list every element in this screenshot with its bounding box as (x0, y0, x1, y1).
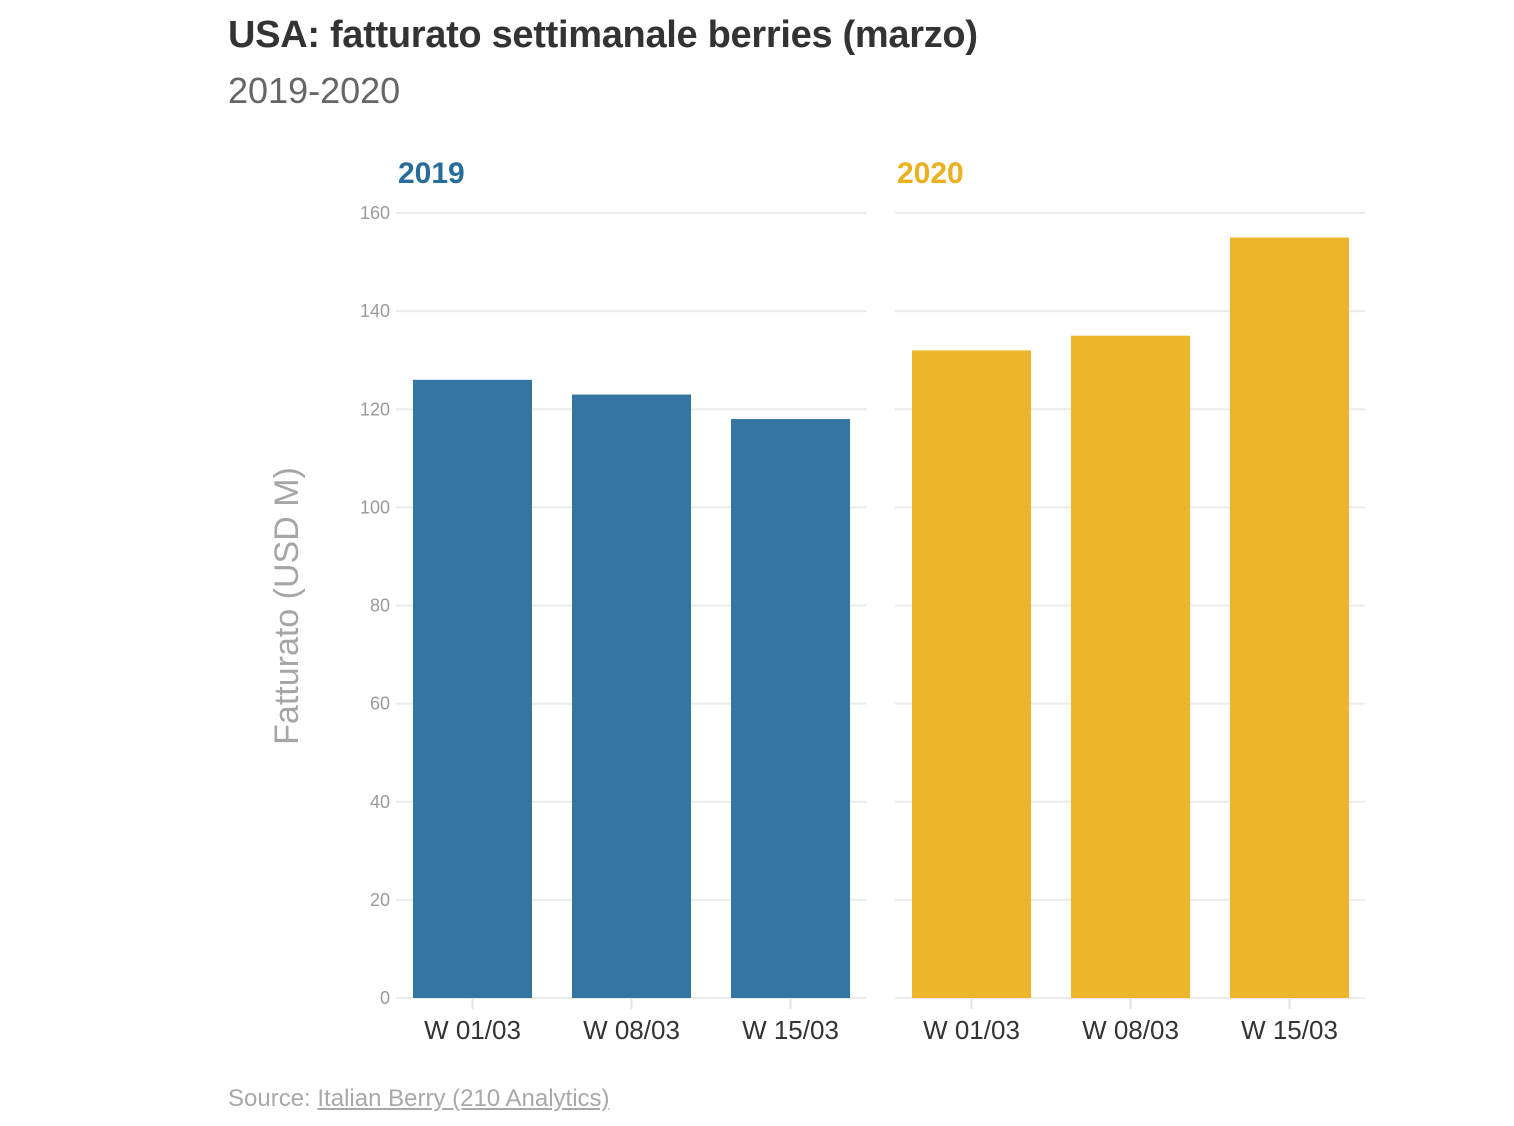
bar[interactable] (572, 394, 691, 998)
x-tick-label: W 01/03 (424, 1015, 521, 1045)
facet-panels: 0 20 40 60 80 100 120 140 160 2019 W 01/03 W 08/03 W… (360, 157, 1365, 1045)
x-tick-label: W 08/03 (583, 1015, 680, 1045)
source-note: Source: Italian Berry (210 Analytics) (228, 1085, 610, 1113)
panel-2019: 2019 W 01/03 W 08/03 W 15/03 (396, 157, 866, 1045)
bar[interactable] (1071, 335, 1190, 998)
x-tick-label: W 08/03 (1082, 1015, 1179, 1045)
y-tick-label: 0 (380, 988, 390, 1008)
bar[interactable] (413, 379, 532, 998)
y-axis-title-group: Fatturato (USD M) (268, 467, 306, 745)
bar[interactable] (731, 419, 850, 998)
chart-subtitle: 2019-2020 (228, 70, 401, 111)
y-tick-label: 160 (360, 203, 390, 223)
y-tick-label: 80 (370, 596, 390, 616)
x-tick-label: W 15/03 (1241, 1015, 1338, 1045)
y-tick-label: 60 (370, 694, 390, 714)
y-tick-label: 20 (370, 890, 390, 910)
y-tick-label: 120 (360, 399, 390, 419)
panel-2020: 2020 W 01/03 W 08/03 W 15/03 (895, 157, 1365, 1045)
panel-title: 2019 (398, 157, 465, 190)
bar[interactable] (1230, 237, 1349, 998)
y-axis-title: Fatturato (USD M) (268, 467, 306, 745)
source-link[interactable]: Italian Berry (210 Analytics) (317, 1085, 610, 1112)
y-tick-label: 140 (360, 301, 390, 321)
y-tick-label: 100 (360, 497, 390, 517)
y-tick-label: 40 (370, 792, 390, 812)
x-tick-label: W 15/03 (742, 1015, 839, 1045)
x-tick-label: W 01/03 (923, 1015, 1020, 1045)
panel-title: 2020 (897, 157, 964, 190)
source-prefix: Source: (228, 1085, 318, 1112)
bar[interactable] (912, 350, 1031, 998)
chart-title: USA: fatturato settimanale berries (marz… (228, 14, 978, 56)
